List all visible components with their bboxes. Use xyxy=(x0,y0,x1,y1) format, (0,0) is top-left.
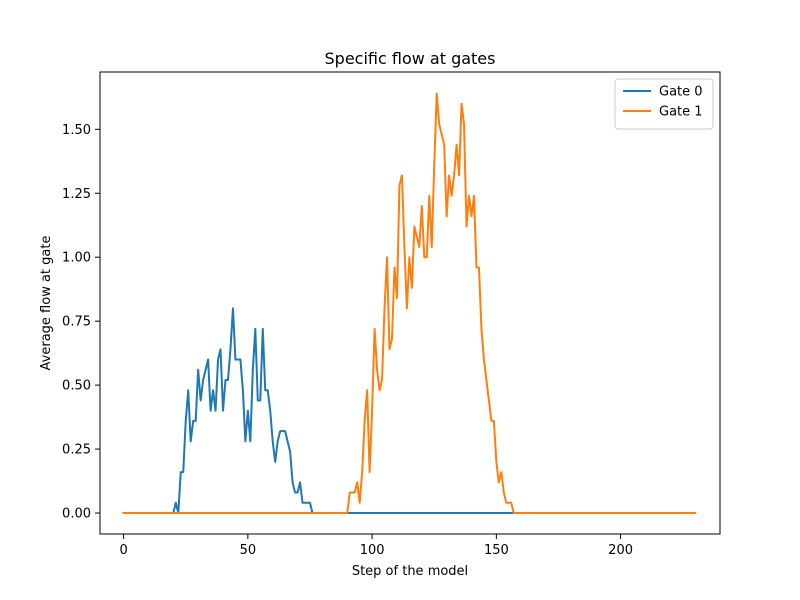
plot-area xyxy=(99,71,721,535)
plot-frame xyxy=(99,71,721,535)
series-line-gate-0 xyxy=(122,307,697,515)
x-tick-label: 200 xyxy=(608,543,633,558)
y-tick-label: 1.00 xyxy=(62,251,91,266)
y-tick-label: 1.25 xyxy=(62,187,91,202)
y-tick-label: 0.25 xyxy=(62,443,91,458)
series-line-gate-1 xyxy=(122,92,697,515)
y-tick-label: 0.75 xyxy=(62,315,91,330)
x-tick-label: 50 xyxy=(240,543,257,558)
legend: Gate 0 Gate 1 xyxy=(614,78,714,130)
y-axis: 0.00 0.25 0.50 0.75 1.00 1.25 1.50 xyxy=(62,123,100,522)
x-tick-label: 0 xyxy=(119,543,127,558)
y-tick-label: 0.50 xyxy=(62,379,91,394)
series-layer xyxy=(122,92,697,515)
legend-label: Gate 1 xyxy=(659,105,703,120)
x-axis-label: Step of the model xyxy=(352,564,468,579)
y-tick-label: 1.50 xyxy=(62,123,91,138)
y-tick-label: 0.00 xyxy=(62,507,91,522)
legend-label: Gate 0 xyxy=(659,85,703,100)
x-tick-label: 100 xyxy=(360,543,385,558)
y-axis-label: Average flow at gate xyxy=(39,236,54,371)
chart-title: Specific flow at gates xyxy=(325,49,496,68)
x-axis: 0 50 100 150 200 xyxy=(119,534,633,558)
x-tick-label: 150 xyxy=(484,543,509,558)
